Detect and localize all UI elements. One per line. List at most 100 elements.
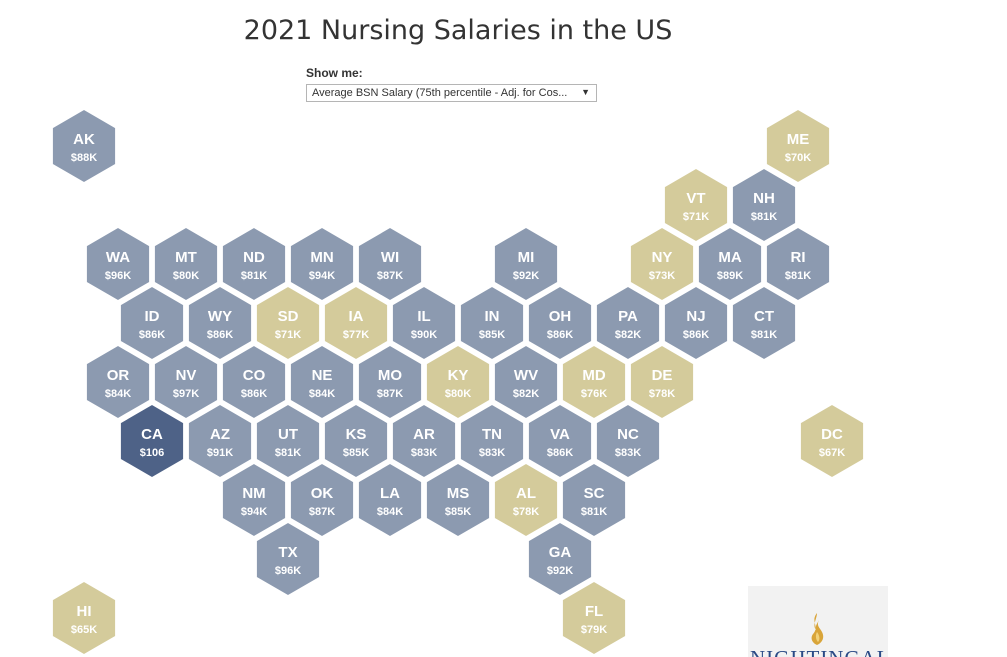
state-tile-ga[interactable]: GA $92K — [527, 521, 593, 597]
state-hex — [561, 344, 627, 420]
state-tile-md[interactable]: MD $76K — [561, 344, 627, 420]
nightingale-logo: NIGHTINGALE — [748, 586, 888, 657]
state-salary: $76K — [581, 388, 607, 400]
state-tile-or[interactable]: OR $84K — [85, 344, 151, 420]
state-tile-wv[interactable]: WV $82K — [493, 344, 559, 420]
state-salary: $65K — [71, 624, 97, 636]
state-tile-nd[interactable]: ND $81K — [221, 226, 287, 302]
state-tile-nj[interactable]: NJ $86K — [663, 285, 729, 361]
state-salary: $83K — [615, 447, 641, 459]
state-abbr: CO — [243, 367, 266, 384]
state-tile-ct[interactable]: CT $81K — [731, 285, 797, 361]
state-tile-wa[interactable]: WA $96K — [85, 226, 151, 302]
state-tile-ne[interactable]: NE $84K — [289, 344, 355, 420]
state-tile-id[interactable]: ID $86K — [119, 285, 185, 361]
state-hex — [323, 403, 389, 479]
state-tile-mo[interactable]: MO $87K — [357, 344, 423, 420]
state-tile-ak[interactable]: AK $88K — [51, 108, 117, 184]
state-tile-wi[interactable]: WI $87K — [357, 226, 423, 302]
state-tile-co[interactable]: CO $86K — [221, 344, 287, 420]
state-hex — [255, 403, 321, 479]
state-tile-pa[interactable]: PA $82K — [595, 285, 661, 361]
state-tile-ky[interactable]: KY $80K — [425, 344, 491, 420]
state-tile-ia[interactable]: IA $77K — [323, 285, 389, 361]
state-tile-dc[interactable]: DC $67K — [799, 403, 865, 479]
state-tile-ca[interactable]: CA $106 — [119, 403, 185, 479]
state-tile-sc[interactable]: SC $81K — [561, 462, 627, 538]
state-hex — [289, 344, 355, 420]
state-salary: $106 — [140, 447, 164, 459]
state-tile-fl[interactable]: FL $79K — [561, 580, 627, 656]
state-salary: $85K — [479, 329, 505, 341]
state-salary: $86K — [547, 329, 573, 341]
state-hex — [459, 403, 525, 479]
filter-label: Show me: — [306, 66, 363, 80]
state-abbr: WI — [381, 249, 399, 266]
page-title: 2021 Nursing Salaries in the US — [243, 15, 673, 46]
state-tile-ok[interactable]: OK $87K — [289, 462, 355, 538]
state-tile-nv[interactable]: NV $97K — [153, 344, 219, 420]
state-abbr: AL — [516, 485, 536, 502]
state-tile-ri[interactable]: RI $81K — [765, 226, 831, 302]
state-abbr: NE — [312, 367, 333, 384]
state-tile-tx[interactable]: TX $96K — [255, 521, 321, 597]
state-tile-nc[interactable]: NC $83K — [595, 403, 661, 479]
state-hex — [527, 403, 593, 479]
state-salary: $89K — [717, 270, 743, 282]
state-salary: $86K — [207, 329, 233, 341]
state-abbr: NY — [652, 249, 673, 266]
state-abbr: IL — [417, 308, 430, 325]
measure-select[interactable]: Average BSN Salary (75th percentile - Ad… — [306, 84, 597, 102]
state-salary: $71K — [683, 211, 709, 223]
state-tile-tn[interactable]: TN $83K — [459, 403, 525, 479]
state-tile-wy[interactable]: WY $86K — [187, 285, 253, 361]
state-tile-la[interactable]: LA $84K — [357, 462, 423, 538]
state-hex — [561, 580, 627, 656]
state-hex — [357, 226, 423, 302]
state-tile-nm[interactable]: NM $94K — [221, 462, 287, 538]
state-salary: $90K — [411, 329, 437, 341]
state-hex — [323, 285, 389, 361]
state-hex — [595, 285, 661, 361]
state-tile-me[interactable]: ME $70K — [765, 108, 831, 184]
state-tile-al[interactable]: AL $78K — [493, 462, 559, 538]
state-tile-az[interactable]: AZ $91K — [187, 403, 253, 479]
state-salary: $88K — [71, 152, 97, 164]
flame-logo-icon — [811, 613, 824, 645]
state-tile-il[interactable]: IL $90K — [391, 285, 457, 361]
state-tile-vt[interactable]: VT $71K — [663, 167, 729, 243]
state-tile-in[interactable]: IN $85K — [459, 285, 525, 361]
state-tile-sd[interactable]: SD $71K — [255, 285, 321, 361]
state-abbr: OK — [311, 485, 334, 502]
state-tile-ut[interactable]: UT $81K — [255, 403, 321, 479]
state-tile-ny[interactable]: NY $73K — [629, 226, 695, 302]
state-tile-ks[interactable]: KS $85K — [323, 403, 389, 479]
state-tile-nh[interactable]: NH $81K — [731, 167, 797, 243]
state-hex — [51, 580, 117, 656]
state-tile-hi[interactable]: HI $65K — [51, 580, 117, 656]
logo-text: NIGHTINGALE — [750, 646, 888, 657]
state-tile-mi[interactable]: MI $92K — [493, 226, 559, 302]
state-tile-ar[interactable]: AR $83K — [391, 403, 457, 479]
state-salary: $87K — [309, 506, 335, 518]
state-tile-oh[interactable]: OH $86K — [527, 285, 593, 361]
state-tile-ms[interactable]: MS $85K — [425, 462, 491, 538]
state-salary: $86K — [139, 329, 165, 341]
state-hex — [357, 462, 423, 538]
state-tile-va[interactable]: VA $86K — [527, 403, 593, 479]
state-abbr: IA — [349, 308, 364, 325]
state-salary: $70K — [785, 152, 811, 164]
state-tile-mn[interactable]: MN $94K — [289, 226, 355, 302]
state-hex — [799, 403, 865, 479]
state-hex — [629, 344, 695, 420]
state-abbr: MI — [518, 249, 535, 266]
state-salary: $92K — [547, 565, 573, 577]
state-abbr: MA — [718, 249, 741, 266]
state-hex — [493, 462, 559, 538]
state-tile-de[interactable]: DE $78K — [629, 344, 695, 420]
state-tile-mt[interactable]: MT $80K — [153, 226, 219, 302]
state-abbr: WY — [208, 308, 232, 325]
state-abbr: KY — [448, 367, 469, 384]
state-tile-ma[interactable]: MA $89K — [697, 226, 763, 302]
state-salary: $79K — [581, 624, 607, 636]
